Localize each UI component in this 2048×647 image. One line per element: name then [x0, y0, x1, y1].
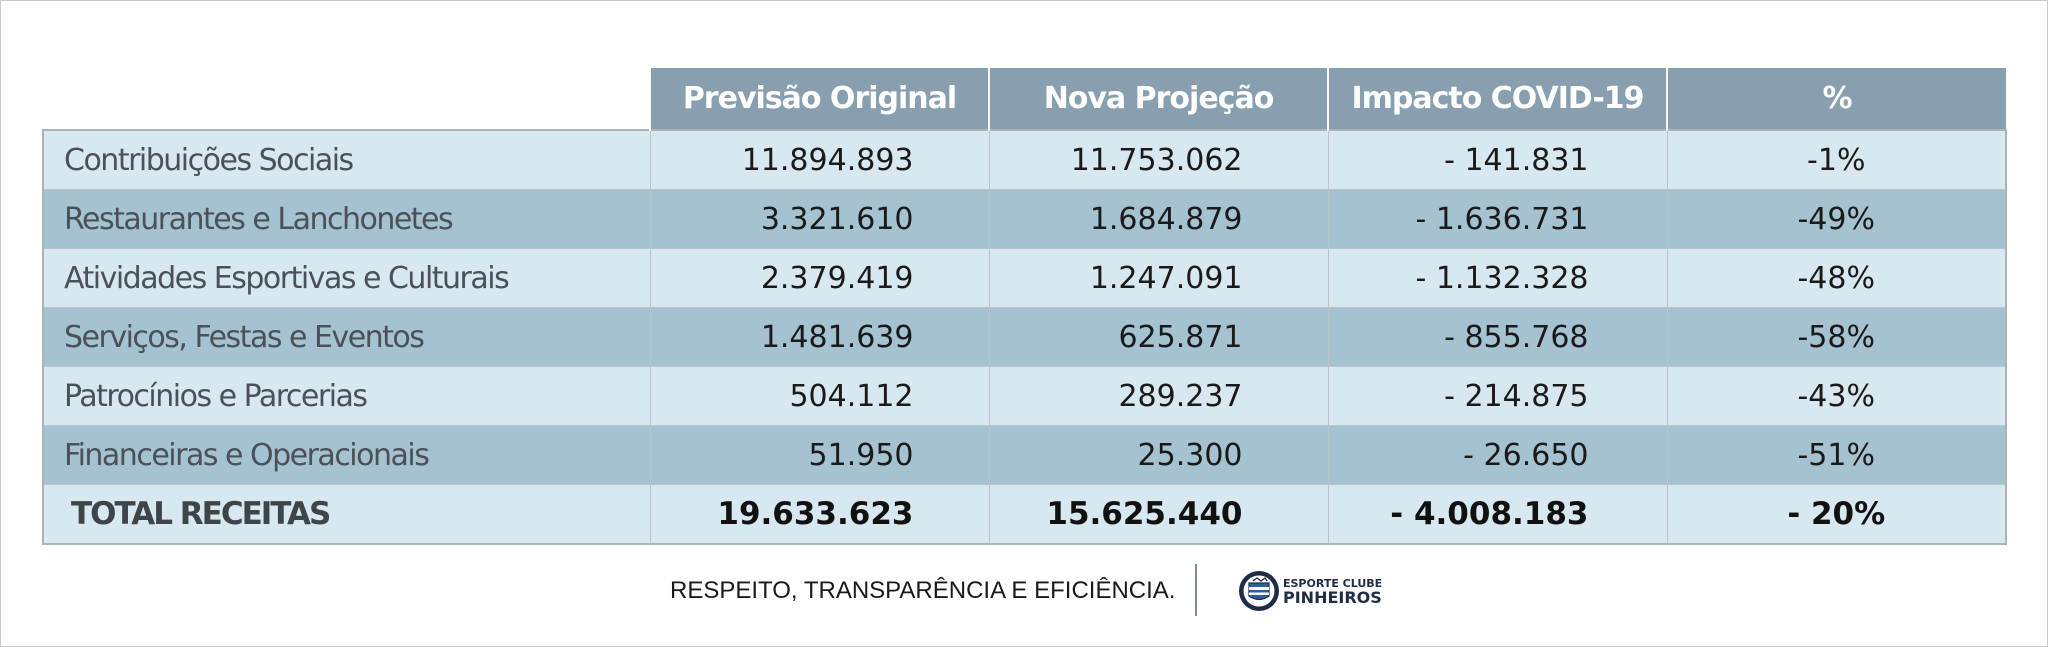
- cell-nova: 625.871: [988, 307, 1329, 367]
- footer: RESPEITO, TRANSPARÊNCIA E EFICIÊNCIA. ES…: [0, 560, 2048, 620]
- cell-nova: 289.237: [988, 366, 1329, 426]
- cell-nova: 11.753.062: [988, 129, 1329, 190]
- cell-impacto: - 214.875: [1327, 366, 1668, 426]
- total-impacto: - 4.008.183: [1327, 484, 1668, 545]
- total-label: TOTAL RECEITAS: [42, 484, 651, 545]
- header-nova-projecao: Nova Projeção: [989, 68, 1329, 130]
- cell-impacto: - 1.132.328: [1327, 248, 1668, 308]
- cell-percent: -58%: [1666, 307, 2007, 367]
- table-row: Financeiras e Operacionais 51.950 25.300…: [42, 425, 2007, 485]
- footer-motto: RESPEITO, TRANSPARÊNCIA E EFICIÊNCIA.: [670, 577, 1176, 604]
- revenue-table: Previsão Original Nova Projeção Impacto …: [42, 68, 2007, 545]
- total-nova: 15.625.440: [988, 484, 1329, 545]
- brand-main-text: PINHEIROS: [1283, 588, 1382, 607]
- cell-original: 1.481.639: [649, 307, 990, 367]
- cell-percent: -51%: [1666, 425, 2007, 485]
- cell-percent: -49%: [1666, 189, 2007, 249]
- cell-original: 51.950: [649, 425, 990, 485]
- revenue-table-container: Previsão Original Nova Projeção Impacto …: [42, 68, 2007, 545]
- cell-original: 11.894.893: [649, 129, 990, 190]
- cell-impacto: - 1.636.731: [1327, 189, 1668, 249]
- cell-percent: -1%: [1666, 129, 2007, 190]
- brand-wordmark: ESPORTE CLUBE PINHEIROS: [1283, 578, 1382, 606]
- row-label: Financeiras e Operacionais: [42, 425, 651, 485]
- table-row: Restaurantes e Lanchonetes 3.321.610 1.6…: [42, 189, 2007, 249]
- header-percent: %: [1667, 68, 2006, 130]
- total-row: TOTAL RECEITAS 19.633.623 15.625.440 - 4…: [42, 484, 2007, 545]
- cell-original: 2.379.419: [649, 248, 990, 308]
- cell-impacto: - 141.831: [1327, 129, 1668, 190]
- total-original: 19.633.623: [649, 484, 990, 545]
- table-row: Atividades Esportivas e Culturais 2.379.…: [42, 248, 2007, 308]
- cell-nova: 1.684.879: [988, 189, 1329, 249]
- header-blank: [43, 68, 651, 130]
- table-row: Patrocínios e Parcerias 504.112 289.237 …: [42, 366, 2007, 426]
- table-header-row: Previsão Original Nova Projeção Impacto …: [43, 68, 2006, 130]
- table-row: Contribuições Sociais 11.894.893 11.753.…: [42, 129, 2007, 190]
- total-percent: - 20%: [1666, 484, 2007, 545]
- cell-nova: 25.300: [988, 425, 1329, 485]
- row-label: Restaurantes e Lanchonetes: [42, 189, 651, 249]
- cell-impacto: - 26.650: [1327, 425, 1668, 485]
- table-row: Serviços, Festas e Eventos 1.481.639 625…: [42, 307, 2007, 367]
- cell-percent: -43%: [1666, 366, 2007, 426]
- footer-divider: [1195, 564, 1197, 616]
- brand-top-text: ESPORTE CLUBE: [1283, 577, 1383, 590]
- row-label: Patrocínios e Parcerias: [42, 366, 651, 426]
- header-previsao-original: Previsão Original: [650, 68, 990, 130]
- row-label: Serviços, Festas e Eventos: [42, 307, 651, 367]
- club-crest-icon: [1239, 571, 1279, 611]
- cell-nova: 1.247.091: [988, 248, 1329, 308]
- cell-percent: -48%: [1666, 248, 2007, 308]
- row-label: Contribuições Sociais: [42, 129, 651, 190]
- header-impacto-covid: Impacto COVID-19: [1328, 68, 1668, 130]
- cell-impacto: - 855.768: [1327, 307, 1668, 367]
- row-label: Atividades Esportivas e Culturais: [42, 248, 651, 308]
- cell-original: 3.321.610: [649, 189, 990, 249]
- cell-original: 504.112: [649, 366, 990, 426]
